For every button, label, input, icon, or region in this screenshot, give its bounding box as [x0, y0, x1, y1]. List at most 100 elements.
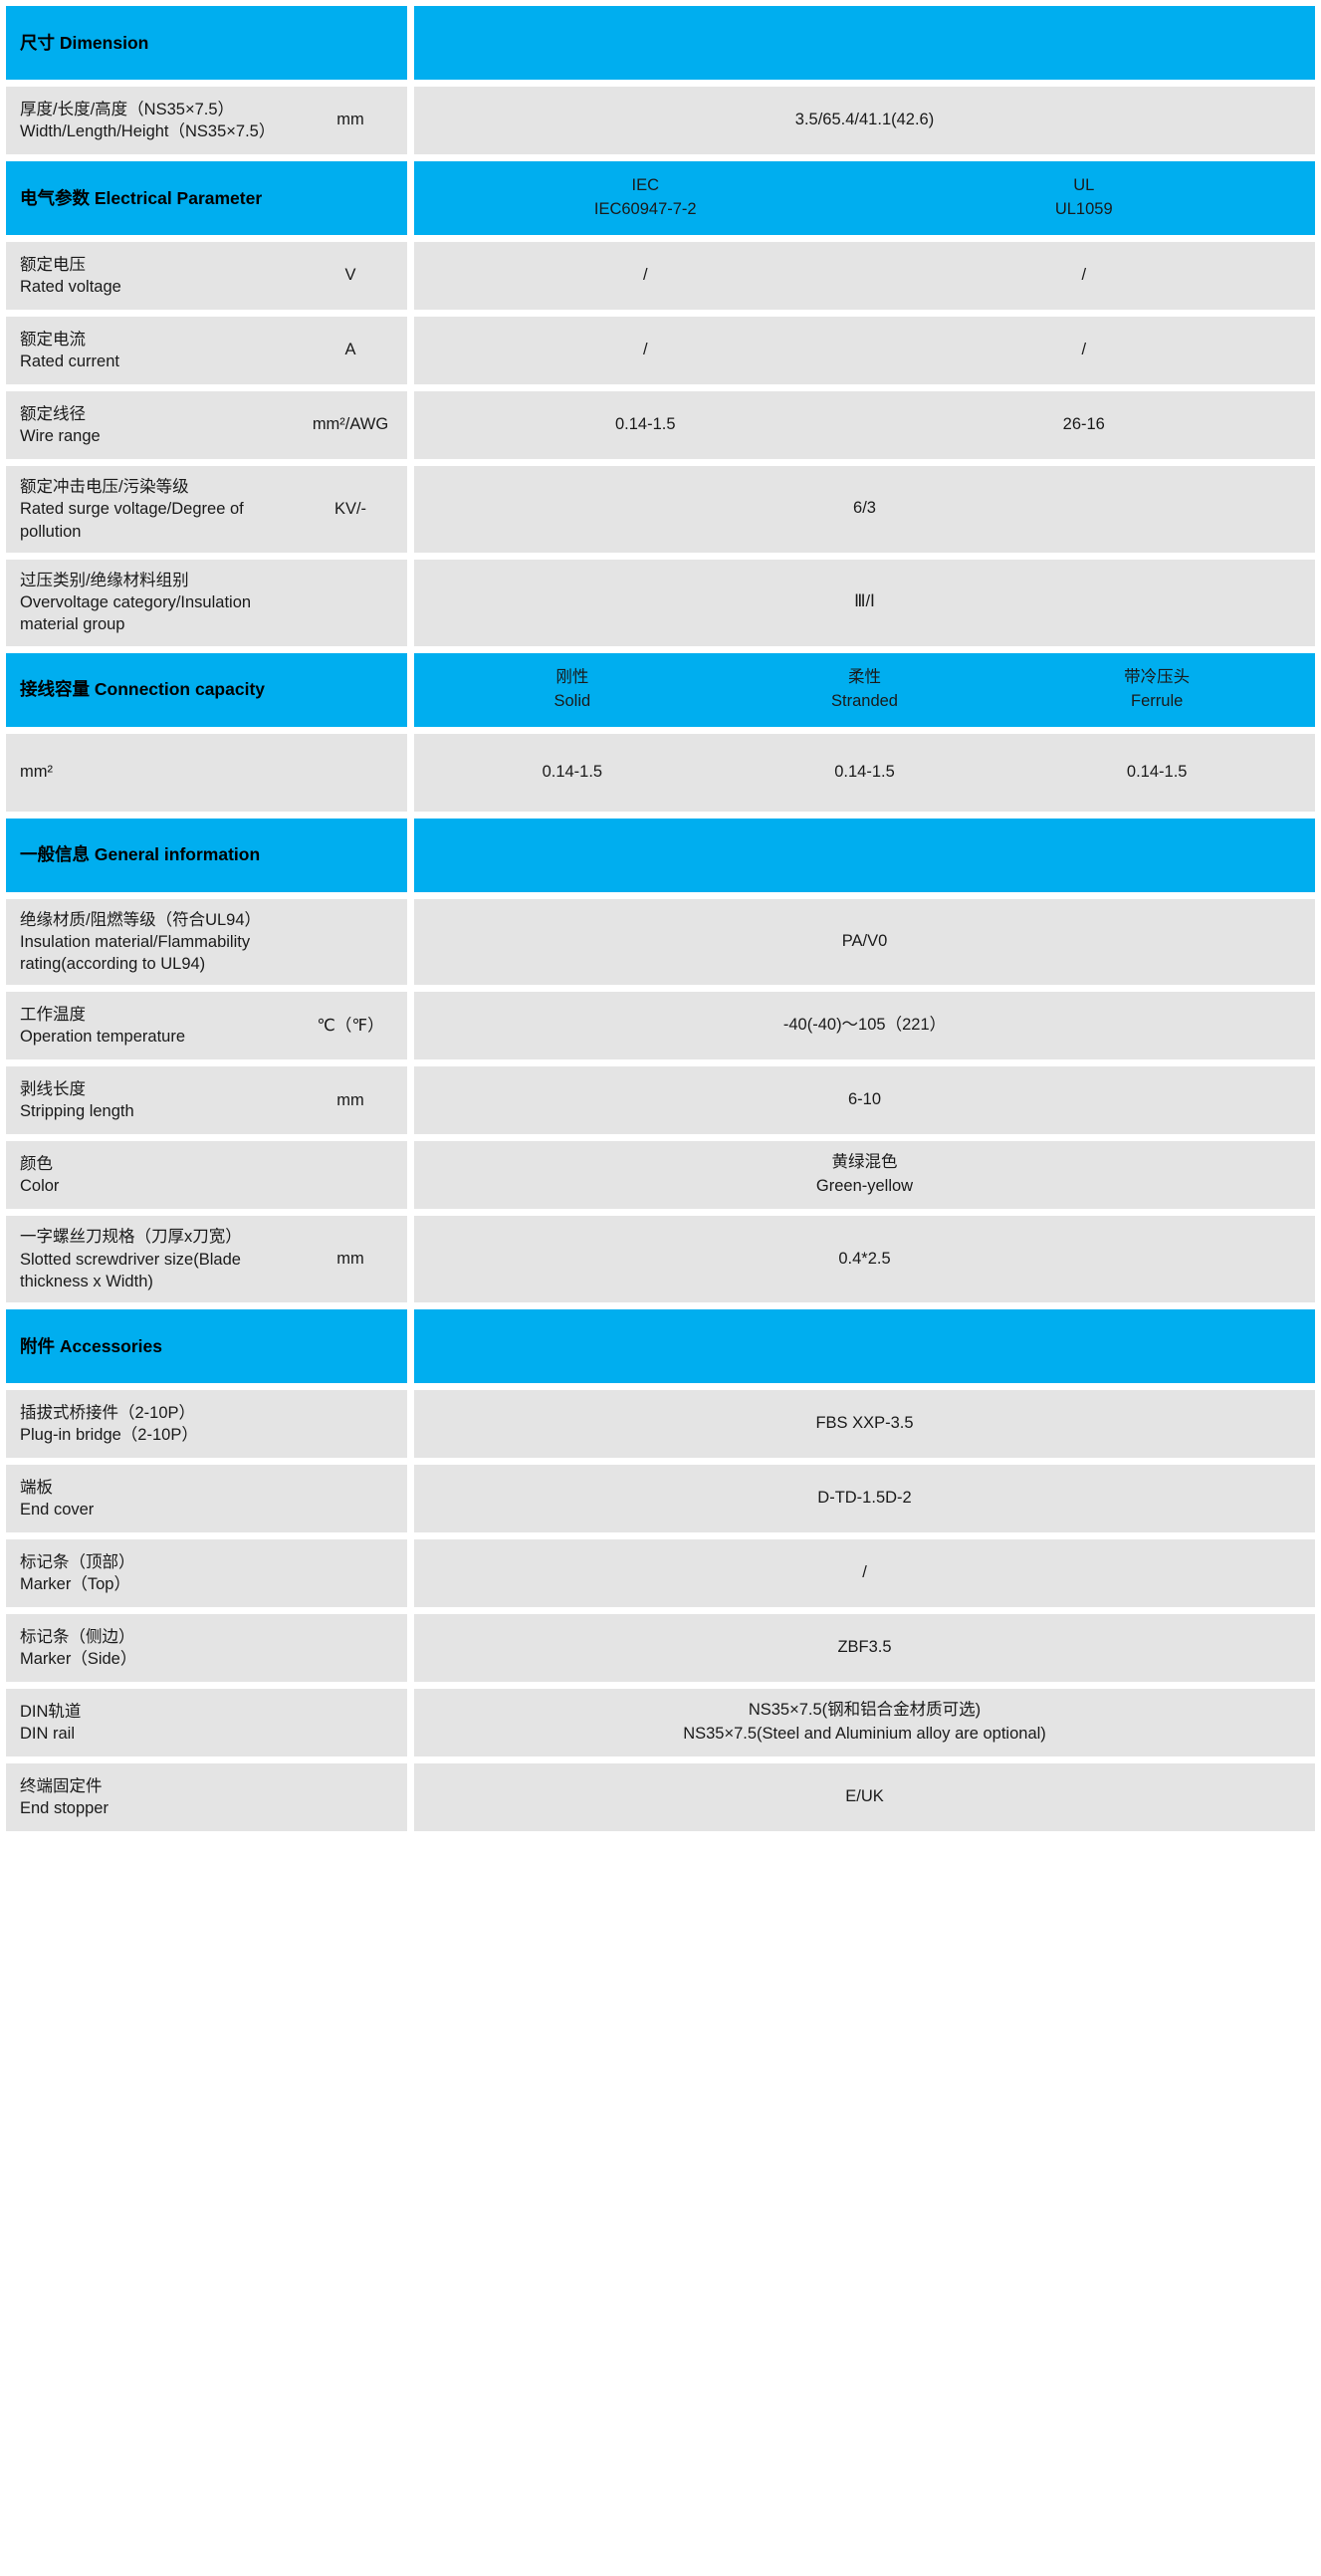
- table-row-din-rail: DIN轨道 DIN rail NS35×7.5(钢和铝合金材质可选) NS35×…: [6, 1689, 1315, 1757]
- value-din-rail-line1: NS35×7.5(钢和铝合金材质可选): [748, 1701, 982, 1720]
- label-en: Insulation material/Flammability rating(…: [20, 932, 251, 974]
- label-zh: 插拔式桥接件（2-10P）: [20, 1403, 196, 1422]
- label-en: End stopper: [20, 1799, 109, 1818]
- label-cell-marker-side: 标记条（侧边） Marker（Side）: [6, 1614, 407, 1683]
- label-cell-plug-in-bridge: 插拔式桥接件（2-10P） Plug-in bridge（2-10P）: [6, 1390, 407, 1459]
- value-cell-end-stopper: E/UK: [414, 1763, 1315, 1832]
- value-cell-din-rail: NS35×7.5(钢和铝合金材质可选) NS35×7.5(Steel and A…: [414, 1689, 1315, 1757]
- connection-header-ferrule: 带冷压头 Ferrule: [1010, 666, 1303, 714]
- label-dimension-size: 厚度/长度/高度（NS35×7.5） Width/Length/Height（N…: [20, 99, 308, 143]
- table-row-color: 颜色 Color 黄绿混色 Green-yellow: [6, 1141, 1315, 1210]
- table-row-end-stopper: 终端固定件 End stopper E/UK: [6, 1763, 1315, 1832]
- value-cell-insulation: PA/V0: [414, 898, 1315, 986]
- connection-headers: 刚性 Solid 柔性 Stranded 带冷压头 Ferrule: [426, 666, 1303, 714]
- section-title-cell-connection: 接线容量 Connection capacity: [6, 652, 407, 727]
- connection-header-ferrule-zh: 带冷压头: [1124, 667, 1191, 686]
- label-end-cover: 端板 End cover: [20, 1477, 308, 1522]
- value-marker-side: ZBF3.5: [837, 1638, 892, 1657]
- standard-ul-code: UL1059: [1054, 200, 1113, 218]
- label-zh: 过压类别/绝缘材料组别: [20, 571, 189, 589]
- value-ul: /: [1081, 266, 1087, 285]
- value-cell-connection-mm2: 0.14-1.5 0.14-1.5 0.14-1.5: [414, 733, 1315, 812]
- section-title-general: 一般信息 General information: [20, 844, 261, 865]
- label-en: Marker（Side）: [20, 1650, 137, 1669]
- section-title-connection: 接线容量 Connection capacity: [20, 679, 266, 700]
- value-din-rail-line2: NS35×7.5(Steel and Aluminium alloy are o…: [683, 1725, 1046, 1744]
- table-row-rated-voltage: 额定电压 Rated voltage V / /: [6, 242, 1315, 310]
- table-row-connection-mm2: mm² 0.14-1.5 0.14-1.5 0.14-1.5: [6, 733, 1315, 812]
- value-cell-rated-current: / /: [414, 317, 1315, 384]
- label-cell-overvoltage: 过压类别/绝缘材料组别 Overvoltage category/Insulat…: [6, 559, 407, 646]
- label-cell-rated-voltage: 额定电压 Rated voltage V: [6, 242, 407, 310]
- label-wire-range: 额定线径 Wire range: [20, 403, 308, 448]
- value-cell-wire-range: 0.14-1.5 26-16: [414, 391, 1315, 459]
- section-title-cell-dimension: 尺寸 Dimension: [6, 6, 407, 80]
- label-zh: 额定冲击电压/污染等级: [20, 478, 189, 496]
- table-row-wire-range: 额定线径 Wire range mm²/AWG 0.14-1.5 26-16: [6, 391, 1315, 459]
- connection-header-stranded-zh: 柔性: [848, 667, 881, 686]
- value-ul: 26-16: [1062, 415, 1105, 434]
- label-zh: 标记条（侧边）: [20, 1627, 135, 1646]
- label-zh: 额定电压: [20, 255, 86, 274]
- value-ferrule: 0.14-1.5: [1126, 762, 1188, 781]
- section-title-electrical: 电气参数 Electrical Parameter: [20, 187, 263, 208]
- value-iec: /: [642, 266, 648, 285]
- label-rated-current: 额定电流 Rated current: [20, 329, 308, 373]
- value-cell-marker-side: ZBF3.5: [414, 1614, 1315, 1683]
- label-zh: 端板: [20, 1478, 53, 1497]
- label-zh: mm²: [20, 763, 53, 782]
- label-zh: 一字螺丝刀规格（刀厚x刀宽）: [20, 1228, 242, 1247]
- section-header-accessories: 附件 Accessories: [6, 1309, 1315, 1384]
- value-color: 黄绿混色 Green-yellow: [426, 1151, 1303, 1199]
- standard-iec-name: IEC: [631, 176, 659, 195]
- label-en: Operation temperature: [20, 1028, 186, 1047]
- section-header-spacer-general: [414, 818, 1315, 892]
- specification-table: 尺寸 Dimension 厚度/长度/高度（NS35×7.5） Width/Le…: [6, 6, 1315, 1832]
- value-color-zh: 黄绿混色: [831, 1153, 898, 1172]
- label-cell-color: 颜色 Color: [6, 1141, 407, 1210]
- label-overvoltage: 过压类别/绝缘材料组别 Overvoltage category/Insulat…: [20, 570, 308, 636]
- table-row-marker-top: 标记条（顶部） Marker（Top） /: [6, 1539, 1315, 1608]
- unit-wire-range: mm²/AWG: [312, 415, 389, 434]
- value-cell-plug-in-bridge: FBS XXP-3.5: [414, 1390, 1315, 1459]
- connection-header-solid: 刚性 Solid: [426, 666, 719, 714]
- label-plug-in-bridge: 插拔式桥接件（2-10P） Plug-in bridge（2-10P）: [20, 1402, 308, 1447]
- label-cell-rated-current: 额定电流 Rated current A: [6, 317, 407, 384]
- label-en: Stripping length: [20, 1102, 134, 1121]
- label-color: 颜色 Color: [20, 1153, 308, 1198]
- section-title-cell-electrical: 电气参数 Electrical Parameter: [6, 161, 407, 235]
- table-row-dimension-size: 厚度/长度/高度（NS35×7.5） Width/Length/Height（N…: [6, 87, 1315, 154]
- unit-stripping-length: mm: [336, 1090, 364, 1109]
- value-operation-temp: -40(-40)～105（221）: [782, 1016, 947, 1035]
- table-row-marker-side: 标记条（侧边） Marker（Side） ZBF3.5: [6, 1614, 1315, 1683]
- label-en: Plug-in bridge（2-10P）: [20, 1426, 198, 1445]
- label-cell-insulation: 绝缘材质/阻燃等级（符合UL94） Insulation material/Fl…: [6, 898, 407, 986]
- value-plug-in-bridge: FBS XXP-3.5: [815, 1414, 914, 1433]
- value-cell-surge-voltage: 6/3: [414, 466, 1315, 553]
- label-en: Color: [20, 1177, 60, 1196]
- label-en: Slotted screwdriver size(Blade thickness…: [20, 1250, 241, 1290]
- connection-header-ferrule-en: Ferrule: [1131, 691, 1184, 710]
- label-zh: 厚度/长度/高度（NS35×7.5）: [20, 100, 235, 118]
- standard-iec-code: IEC60947-7-2: [593, 200, 697, 218]
- label-zh: 终端固定件: [20, 1776, 103, 1795]
- value-cell-marker-top: /: [414, 1539, 1315, 1608]
- table-row-insulation: 绝缘材质/阻燃等级（符合UL94） Insulation material/Fl…: [6, 898, 1315, 986]
- connection-header-solid-en: Solid: [553, 691, 591, 710]
- label-en: Width/Length/Height（NS35×7.5）: [20, 122, 276, 140]
- section-header-electrical: 电气参数 Electrical Parameter IEC IEC60947-7…: [6, 161, 1315, 235]
- unit-surge-voltage: KV/-: [333, 499, 367, 518]
- standard-iec: IEC IEC60947-7-2: [426, 174, 865, 222]
- connection-header-stranded: 柔性 Stranded: [719, 666, 1011, 714]
- value-screwdriver: 0.4*2.5: [838, 1249, 891, 1268]
- value-surge-voltage: 6/3: [853, 499, 876, 518]
- label-cell-end-cover: 端板 End cover: [6, 1465, 407, 1533]
- label-en: DIN rail: [20, 1725, 76, 1744]
- label-cell-marker-top: 标记条（顶部） Marker（Top）: [6, 1539, 407, 1608]
- standard-ul-name: UL: [1073, 176, 1095, 195]
- table-row-surge-voltage: 额定冲击电压/污染等级 Rated surge voltage/Degree o…: [6, 466, 1315, 553]
- label-zh: 剥线长度: [20, 1080, 86, 1099]
- value-marker-top: /: [862, 1563, 867, 1582]
- label-cell-stripping-length: 剥线长度 Stripping length mm: [6, 1066, 407, 1135]
- standards-header: IEC IEC60947-7-2 UL UL1059: [426, 174, 1303, 222]
